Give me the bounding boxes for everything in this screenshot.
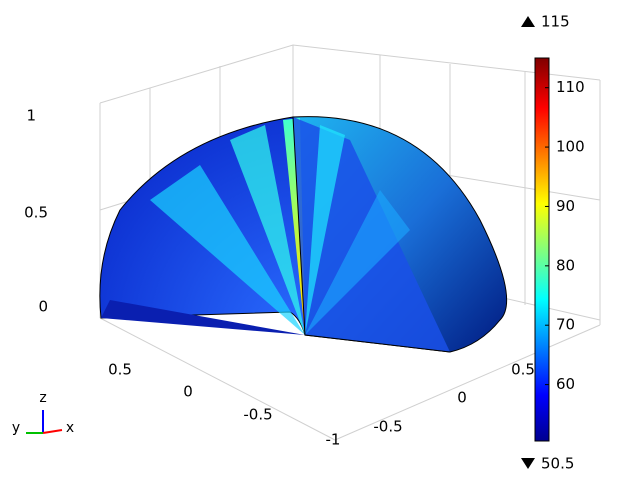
x-tick-label: 0.5	[108, 361, 132, 379]
x-tick-label: -0.5	[243, 406, 272, 424]
triad-label: z	[39, 390, 46, 406]
x-tick-label: -1	[326, 431, 341, 449]
colorbar-tick-label: 80	[556, 256, 575, 274]
colorbar-min: 50.5	[541, 455, 574, 473]
z-tick-label: 1	[26, 107, 36, 125]
z-tick-label: 0.5	[24, 204, 48, 222]
surface	[99, 116, 508, 353]
y-tick-label: 0.5	[511, 361, 535, 379]
triad	[26, 410, 63, 434]
colorbar-tick-label: 100	[556, 138, 585, 156]
triad-label: x	[66, 420, 74, 436]
colorbar-tick-label: 110	[556, 78, 585, 96]
z-tick-label: 0	[38, 298, 48, 316]
triad-label: y	[12, 420, 20, 436]
y-tick-label: -0.5	[373, 418, 402, 436]
colorbar-tick-label: 90	[556, 197, 575, 215]
colorbar-tick-label: 60	[556, 375, 575, 393]
colorbar-tick-label: 70	[556, 316, 575, 334]
x-tick-label: 0	[183, 383, 193, 401]
y-tick-label: 0	[457, 389, 467, 407]
colorbar	[521, 16, 550, 469]
colorbar-max: 115	[541, 13, 570, 31]
